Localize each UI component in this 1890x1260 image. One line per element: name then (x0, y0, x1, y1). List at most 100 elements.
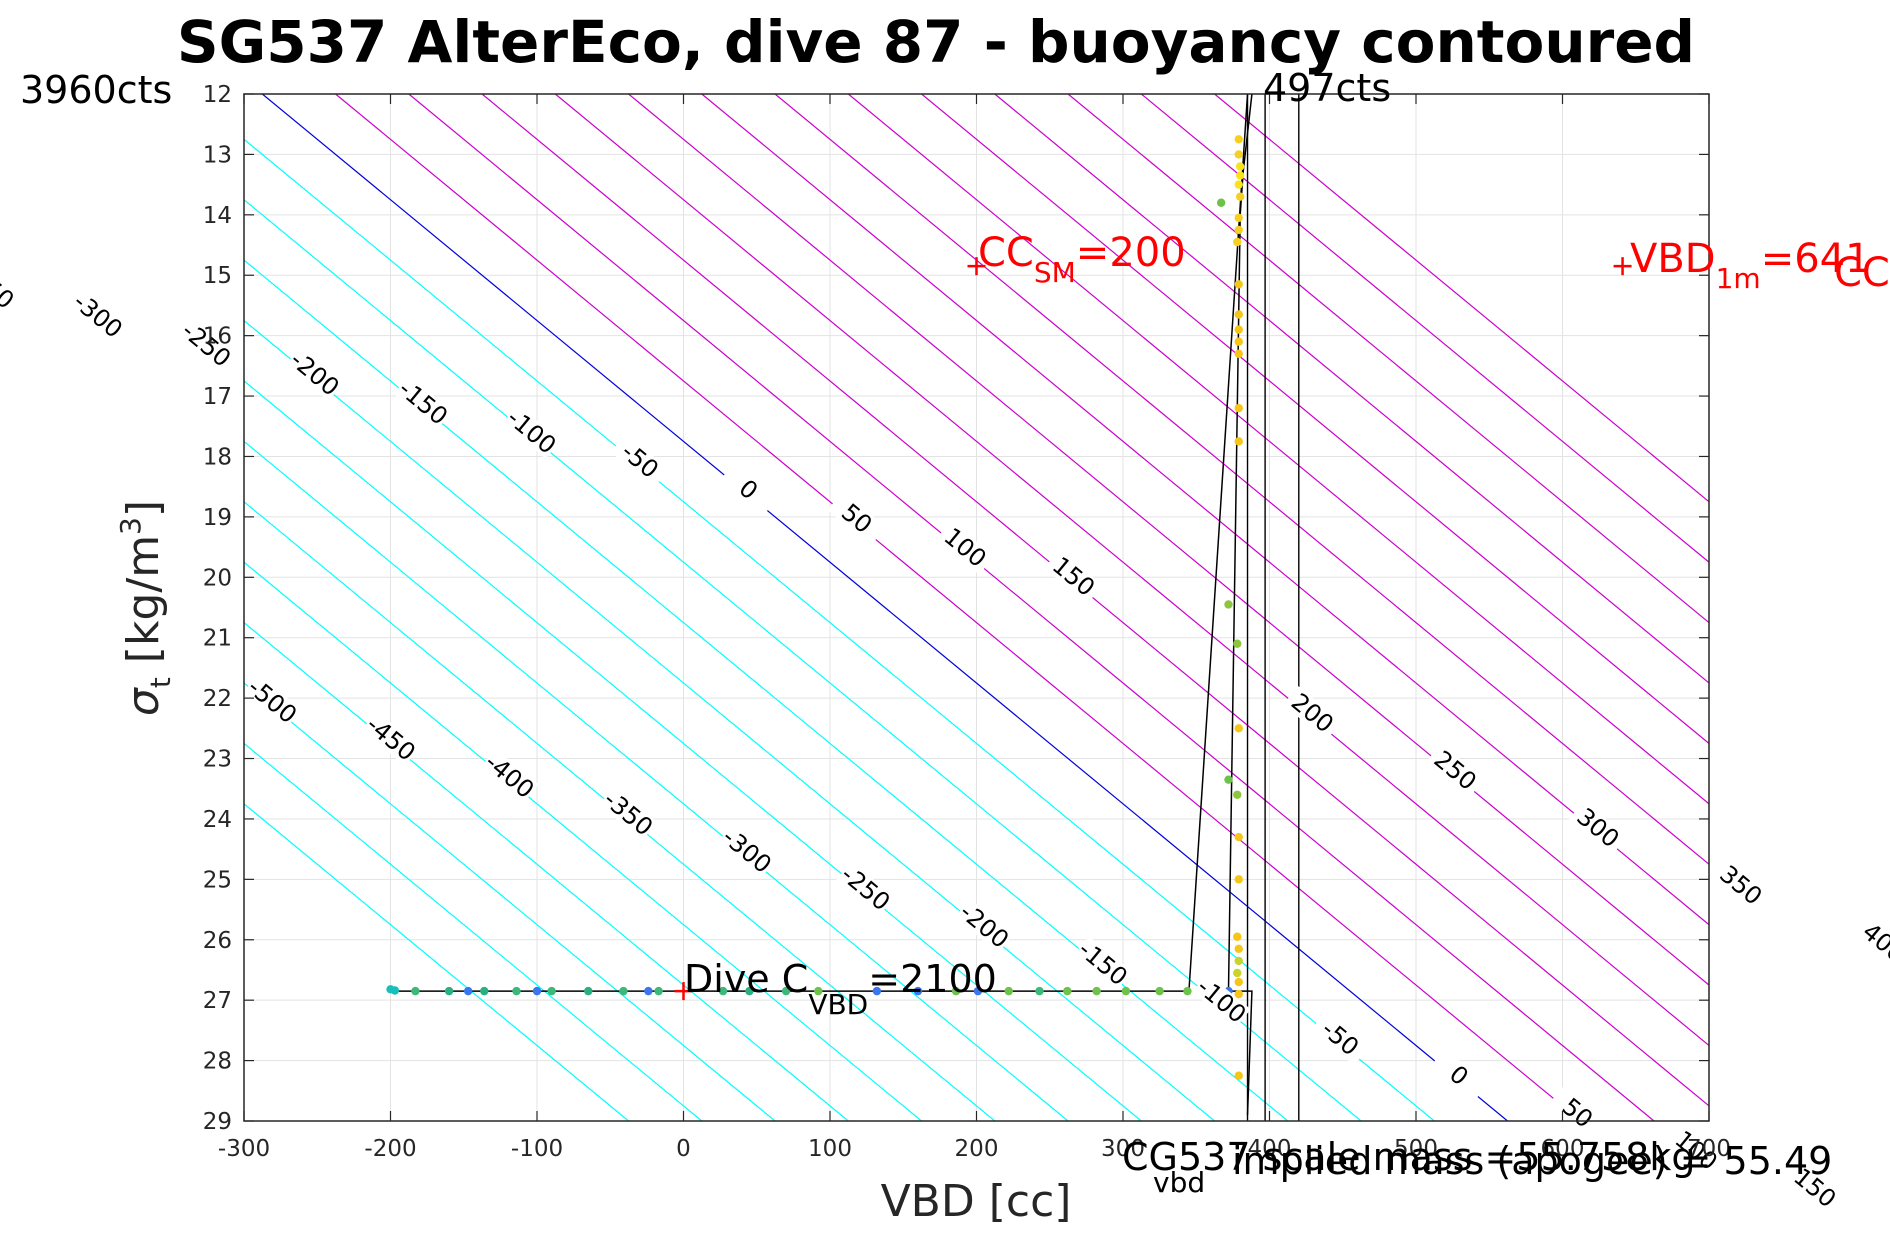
cc-sm-label-main: CC (978, 230, 1034, 276)
contour-line--350 (244, 501, 996, 1121)
data-point (512, 986, 521, 996)
data-point (390, 986, 400, 995)
data-point (1233, 237, 1242, 247)
data-point (654, 986, 663, 996)
x-tick-label: 300 (1101, 1136, 1145, 1162)
x-axis-ticks: -300 -200 -100 0 100 200 300 400 500 600 700 (218, 94, 1731, 1162)
contour-line--450 (244, 621, 849, 1121)
data-point (872, 986, 882, 996)
data-point (1236, 192, 1245, 201)
data-point (644, 986, 653, 996)
data-point (1234, 150, 1243, 159)
data-point (1234, 310, 1243, 319)
y-tick-label: 22 (203, 686, 232, 712)
contour-labels: -500-450-400-350-300-250-200-150-100-500… (0, 259, 1890, 1216)
y-tick-label: 21 (203, 626, 232, 652)
y-axis-label-unit: [kg/m (118, 535, 169, 677)
contour-line-600 (1140, 94, 1709, 563)
markers (674, 257, 1632, 1001)
trace-line (1227, 94, 1253, 1115)
data-point (1155, 986, 1164, 996)
data-point (1236, 162, 1245, 171)
data-point (1234, 832, 1243, 842)
cc-sm-label: CCSM=200 (978, 230, 1186, 289)
y-tick-label: 17 (203, 384, 232, 410)
data-point (619, 986, 628, 996)
vbd-1m-label: VBD1m=641 (1630, 236, 1871, 295)
y-tick-label: 12 (203, 82, 232, 108)
data-point (1234, 956, 1243, 966)
y-tick-label: 27 (203, 988, 232, 1014)
contour-line--600 (244, 803, 629, 1121)
vbd-1m-label-value: =641 (1761, 236, 1871, 282)
data-point (718, 986, 728, 996)
data-point (1234, 437, 1243, 446)
dive-c-label-main: Dive C (684, 957, 808, 1001)
x-tick-label: 500 (1394, 1136, 1438, 1162)
data-point (1233, 968, 1242, 978)
scale-mass-label: CG537 scale mass =55.758kg (1122, 1135, 1696, 1179)
contour-line--500 (244, 682, 776, 1121)
data-point (411, 986, 420, 996)
y-axis-label-subscript: t (144, 677, 177, 688)
x-tick-label: -200 (364, 1136, 416, 1162)
y-tick-label: 24 (203, 807, 232, 833)
cc-sm-label-sub: SM (1034, 256, 1076, 289)
data-point (547, 986, 556, 996)
data-point (1063, 986, 1072, 996)
data-point (532, 986, 542, 996)
scale-mass-subscript: vbd (1153, 1166, 1205, 1199)
data-point (1233, 790, 1242, 799)
data-point (1234, 944, 1243, 954)
contour-line-150 (481, 94, 1709, 1107)
y-axis-label-superscript: 3 (114, 517, 147, 535)
y-tick-label: 23 (203, 747, 232, 773)
y-tick-label: 15 (203, 263, 232, 289)
y-tick-label: 18 (203, 444, 232, 470)
contour-line-200 (554, 94, 1709, 1047)
x-tick-label: 200 (955, 1136, 999, 1162)
y-tick-label: 19 (203, 505, 232, 531)
contour-label-top: -300 (68, 288, 128, 344)
data-point (1224, 775, 1233, 784)
cc-right-label: CC (1834, 250, 1890, 296)
contour-line-550 (1067, 94, 1709, 624)
data-point (814, 986, 823, 996)
contour-line--250 (244, 380, 1142, 1121)
data-point (480, 986, 489, 996)
contour-line-100 (408, 94, 1655, 1121)
y-axis-label-symbol: σ (118, 687, 169, 716)
y-tick-label: 28 (203, 1049, 232, 1075)
contour-line-0 (261, 94, 1508, 1121)
x-axis-label: VBD [cc] (881, 1176, 1072, 1227)
y-axis-label-unit-close: ] (118, 500, 169, 517)
data-point (1236, 171, 1245, 180)
vbd-1m-label-sub: 1m (1716, 262, 1761, 295)
data-point (1183, 986, 1192, 996)
y-tick-label: 20 (203, 565, 232, 591)
contour-line-450 (921, 94, 1709, 745)
data-point (1234, 349, 1243, 358)
data-point (1004, 986, 1013, 996)
contour-line-650 (1214, 94, 1709, 503)
contour-line-400 (847, 94, 1709, 805)
x-tick-label: 400 (1248, 1136, 1292, 1162)
data-point (444, 986, 454, 996)
contour-line-50 (335, 94, 1582, 1121)
dive-c-marker (674, 982, 693, 1001)
data-point (951, 986, 961, 996)
contour-label-top: -350 (0, 259, 19, 315)
data-point (584, 986, 593, 996)
vbd-1m-marker (1613, 257, 1632, 276)
y-axis-ticks: 12 13 14 15 16 17 18 19 20 21 22 23 24 25 26 27 28 29 (203, 82, 1709, 1135)
data-point (1234, 135, 1243, 144)
data-point (1035, 986, 1044, 996)
data-point (463, 986, 473, 996)
data-point (1234, 977, 1243, 987)
y-tick-label: 13 (203, 142, 232, 168)
data-point (1233, 932, 1242, 941)
contour-line--550 (244, 742, 703, 1121)
cts-right-label: 497cts (1263, 66, 1391, 110)
cc-sm-label-value: =200 (1076, 230, 1186, 276)
